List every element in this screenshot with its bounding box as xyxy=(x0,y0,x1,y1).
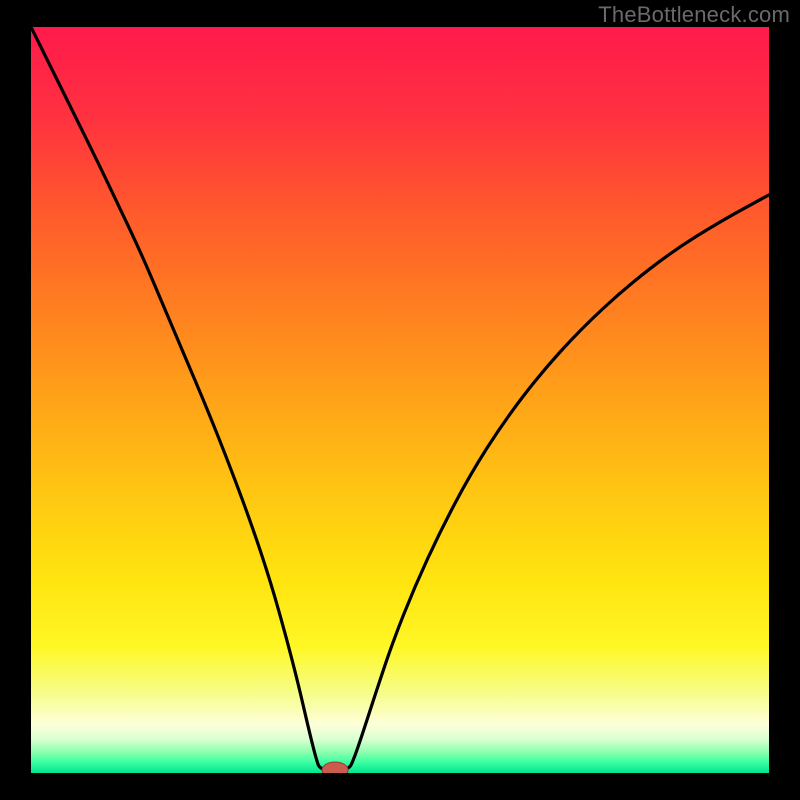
bottleneck-chart-svg xyxy=(31,27,769,773)
watermark-text: TheBottleneck.com xyxy=(598,2,790,28)
chart-frame: TheBottleneck.com xyxy=(0,0,800,800)
gradient-background xyxy=(31,27,769,773)
plot-area xyxy=(31,27,769,773)
